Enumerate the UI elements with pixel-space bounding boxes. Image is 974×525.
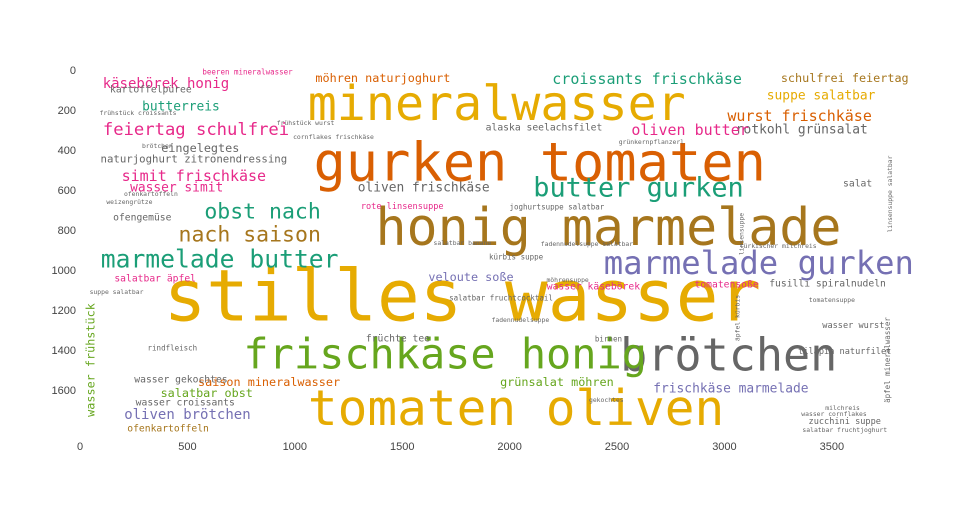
word-51: kürbis suppe <box>489 253 544 262</box>
y-tick-label: 800 <box>58 225 76 237</box>
word-74: fadennudelsuppe <box>492 316 550 324</box>
word-27: oliven butter <box>631 121 748 139</box>
word-56: birnen <box>595 335 622 344</box>
word-12: feiertag schulfrei <box>103 120 289 140</box>
x-tick-label: 500 <box>178 441 196 453</box>
word-39: saison mineralwasser <box>198 375 340 389</box>
word-25: wurst frischkäse <box>727 107 872 125</box>
word-46: wasser frühstück <box>84 303 98 417</box>
word-54: türkischer milchreis <box>740 242 817 250</box>
x-tick-label: 3000 <box>712 441 736 453</box>
word-0: stilles wasser <box>164 255 762 338</box>
word-42: wasser croissants <box>136 398 235 409</box>
y-tick-label: 200 <box>58 105 76 117</box>
word-71: fadennudelsuppe salatbar <box>541 240 633 248</box>
word-1: gurken tomaten <box>313 131 766 194</box>
word-57: gekochtes <box>589 396 624 404</box>
x-tick-label: 3500 <box>820 441 844 453</box>
word-24: suppe salatbar <box>767 89 876 104</box>
word-30: oliven frischkäse <box>358 181 490 196</box>
word-66: frühstück croissants <box>100 109 177 117</box>
word-73: tomatensuppe <box>809 296 855 304</box>
word-72: möhrensuppe <box>546 276 588 284</box>
y-tick-label: 1000 <box>52 265 76 277</box>
word-49: zucchini suppe <box>809 417 881 427</box>
word-34: tomatensoße <box>695 280 759 291</box>
word-41: wasser gekochtes <box>134 375 227 386</box>
word-55: milchreis <box>825 404 860 412</box>
word-37: früchte tee <box>366 334 430 345</box>
word-68: brötchen <box>142 142 173 150</box>
word-69: weizengrütze <box>106 198 152 206</box>
word-70: salatbar banane <box>434 239 492 247</box>
word-8: butter gurken <box>533 173 743 204</box>
word-11: nach saison <box>179 223 321 248</box>
word-44: ofenkartoffeln <box>127 424 209 435</box>
word-3: mineralwasser <box>308 76 686 132</box>
word-33: wasser käsebörek <box>547 282 640 293</box>
word-65: äpfel kürbis <box>733 295 741 341</box>
y-tick-label: 1200 <box>52 305 76 317</box>
y-tick-label: 0 <box>70 65 76 77</box>
x-tick-label: 2500 <box>605 441 629 453</box>
word-58: rindfleisch <box>148 344 198 353</box>
x-tick-label: 1000 <box>283 441 307 453</box>
word-10: obst nach <box>204 200 321 225</box>
x-tick-label: 0 <box>77 441 83 453</box>
word-16: eingelegtes <box>161 141 239 155</box>
y-tick-label: 600 <box>58 185 76 197</box>
word-13: simit frischkäse <box>122 167 267 185</box>
word-32: veloute soße <box>428 270 513 284</box>
word-7: marmelade gurken <box>604 244 914 282</box>
word-5: brötchen <box>620 329 837 382</box>
word-17: naturjoghurt zitronendressing <box>101 153 288 166</box>
word-52: joghurtsuppe salatbar <box>509 203 604 212</box>
word-18: wasser simit <box>130 181 223 196</box>
word-36: salatbar äpfel <box>114 274 196 285</box>
word-23: schulfrei feiertag <box>781 71 909 85</box>
word-50: salatbar fruchtcocktail <box>449 294 553 303</box>
x-axis-ticks: 0 500 1000 1500 2000 2500 3000 3500 <box>77 441 844 453</box>
x-tick-label: 2000 <box>497 441 521 453</box>
word-62: äpfel mineralwasser <box>883 317 892 403</box>
word-21: möhren naturjoghurt <box>315 71 450 85</box>
word-48: tilapia naturfilet <box>798 347 891 357</box>
word-63: linsensuppe salatbar <box>886 155 894 232</box>
word-76: salatbar fruchtjoghurt <box>802 426 887 434</box>
word-60: beeren mineralwasser <box>202 68 293 77</box>
y-tick-label: 1400 <box>52 345 76 357</box>
word-15: butterreis <box>142 100 220 115</box>
word-61: frühstück wurst <box>277 119 335 127</box>
word-2: honig marmelade <box>375 198 841 258</box>
word-64: linsensuppe <box>738 213 746 255</box>
word-59: ofenkartoffeln <box>124 190 178 198</box>
word-9: marmelade butter <box>101 245 339 274</box>
word-14: käsebörek honig <box>103 76 229 92</box>
word-19: ofengemüse <box>113 213 171 224</box>
word-20: kartoffelpüree <box>110 85 192 96</box>
word-6: frischkäse honig <box>243 330 647 379</box>
word-31: rote linsensuppe <box>361 202 444 212</box>
x-tick-label: 1500 <box>390 441 414 453</box>
y-tick-label: 400 <box>58 145 76 157</box>
word-53: grünkernpflanzerl <box>619 138 685 146</box>
word-40: salatbar obst <box>161 386 253 400</box>
word-28: alaska seelachsfilet <box>486 123 603 134</box>
word-35: fusilli spiralnudeln <box>769 279 886 290</box>
word-43: oliven brötchen <box>124 407 250 423</box>
word-29: salat <box>843 179 872 190</box>
word-26: rotkohl grünsalat <box>736 123 868 138</box>
word-67: cornflakes frischkäse <box>293 133 374 141</box>
word-45: frischkäse marmelade <box>653 382 808 397</box>
word-22: croissants frischkäse <box>552 70 742 88</box>
word-77: suppe salatbar <box>90 288 144 296</box>
word-38: grünsalat möhren <box>500 375 614 389</box>
word-47: wasser wurst <box>822 321 884 331</box>
word-4: tomaten oliven <box>308 379 724 437</box>
y-axis-ticks: 0 200 400 600 800 1000 1200 1400 1600 <box>52 65 76 397</box>
y-tick-label: 1600 <box>52 385 76 397</box>
word-75: wasser cornflakes <box>801 410 867 418</box>
